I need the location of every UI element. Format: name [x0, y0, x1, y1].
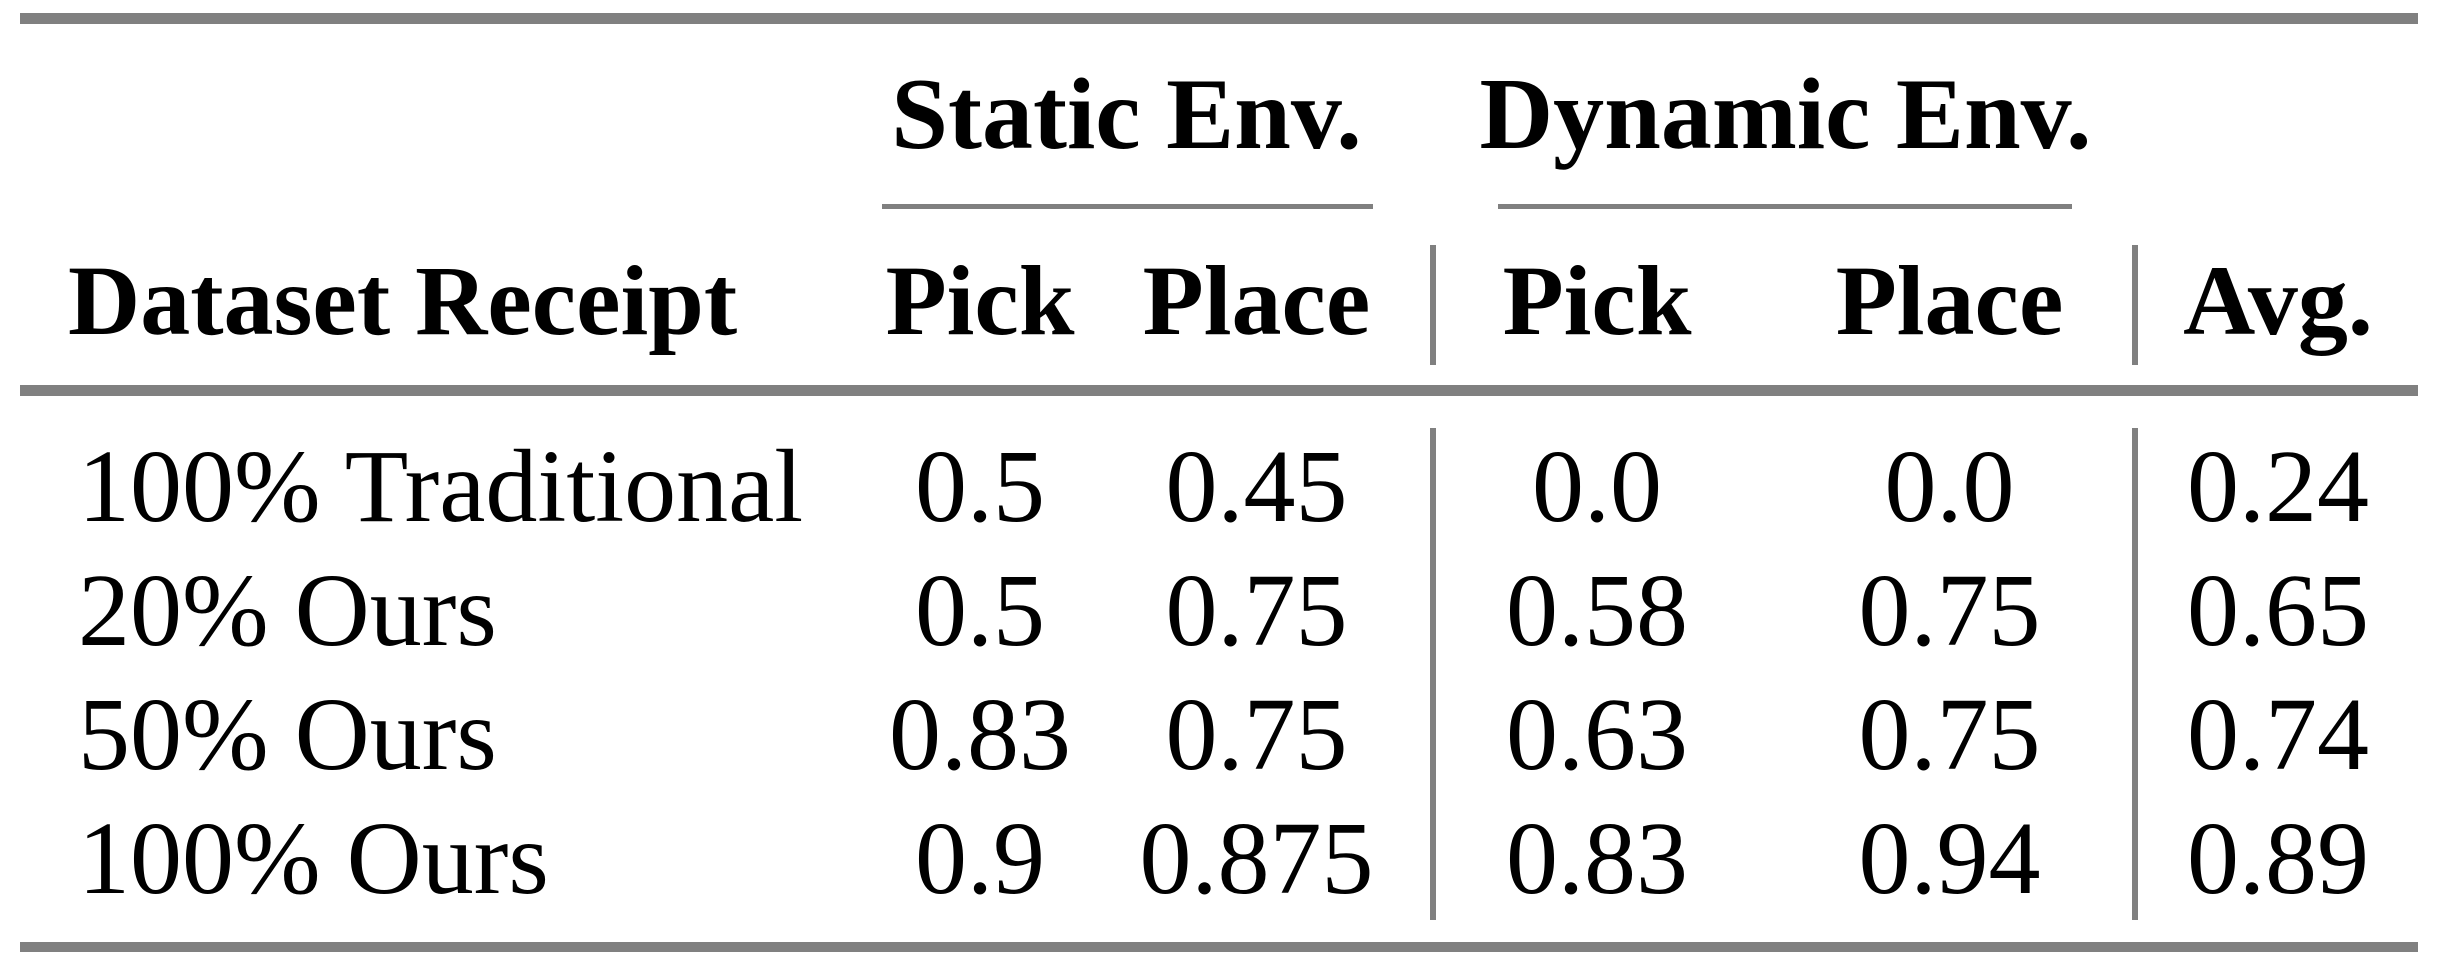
cell-avg: 0.89: [2187, 800, 2370, 916]
cell-static-place: 0.875: [1139, 800, 1374, 916]
column-header-row: Dataset Receipt Pick Place Pick Place Av…: [20, 204, 2418, 396]
row-label: 50% Ours: [78, 676, 497, 792]
cell-dynamic-pick: 0.58: [1506, 552, 1688, 668]
cell-dynamic-place: 0.94: [1858, 800, 2041, 916]
top-rule: [20, 13, 2418, 24]
mid-rule: [20, 385, 2418, 396]
cell-static-pick: 0.5: [915, 552, 1045, 668]
spacer-row: [20, 396, 2418, 424]
vertical-rule-data-static-dynamic: [1430, 428, 1436, 920]
row-label: 100% Traditional: [78, 428, 804, 544]
cell-dynamic-place: 0.75: [1858, 552, 2041, 668]
column-header-static-place: Place: [1142, 244, 1371, 356]
cell-avg: 0.65: [2187, 552, 2370, 668]
group-header-row: Static Env. Dynamic Env.: [20, 24, 2418, 204]
cell-avg: 0.24: [2187, 428, 2370, 544]
column-header-dynamic-place: Place: [1835, 244, 2064, 356]
vertical-rule-header-static-dynamic: [1430, 245, 1436, 365]
cell-dynamic-pick: 0.0: [1532, 428, 1662, 544]
row-label: 100% Ours: [78, 800, 549, 916]
group-header-dynamic-env: Dynamic Env.: [1479, 57, 2092, 171]
cell-static-pick: 0.9: [915, 800, 1045, 916]
results-table: Static Env. Dynamic Env. Dataset Receipt…: [20, 24, 2418, 920]
cell-static-place: 0.75: [1165, 552, 1348, 668]
row-label: 20% Ours: [78, 552, 497, 668]
cmidrule-static-env: [882, 204, 1373, 209]
group-header-empty-avg: [2138, 24, 2418, 204]
cell-static-pick: 0.83: [889, 676, 1071, 792]
cell-static-place: 0.45: [1165, 428, 1348, 544]
cell-static-place: 0.75: [1165, 676, 1348, 792]
cell-static-pick: 0.5: [915, 428, 1045, 544]
cmidrule-dynamic-env: [1498, 204, 2072, 209]
bottom-rule: [20, 942, 2418, 952]
table-row: 100% Ours 0.9 0.875 0.83 0.94 0.89: [20, 796, 2418, 920]
cell-dynamic-pick: 0.83: [1506, 800, 1688, 916]
column-header-dynamic-pick: Pick: [1502, 244, 1692, 356]
table-row: 20% Ours 0.5 0.75 0.58 0.75 0.65: [20, 548, 2418, 672]
table-row: 100% Traditional 0.5 0.45 0.0 0.0 0.24: [20, 424, 2418, 548]
column-header-dataset-receipt: Dataset Receipt: [68, 244, 738, 356]
group-header-empty: [20, 24, 880, 204]
group-header-static-env: Static Env.: [891, 57, 1362, 171]
vertical-rule-data-avg: [2132, 428, 2138, 920]
column-header-avg: Avg.: [2183, 244, 2373, 356]
cell-avg: 0.74: [2187, 676, 2370, 792]
table-row: 50% Ours 0.83 0.75 0.63 0.75 0.74: [20, 672, 2418, 796]
column-header-static-pick: Pick: [885, 244, 1075, 356]
vertical-rule-header-avg: [2132, 245, 2138, 365]
cell-dynamic-place: 0.0: [1884, 428, 2015, 544]
cell-dynamic-place: 0.75: [1858, 676, 2041, 792]
cell-dynamic-pick: 0.63: [1506, 676, 1688, 792]
